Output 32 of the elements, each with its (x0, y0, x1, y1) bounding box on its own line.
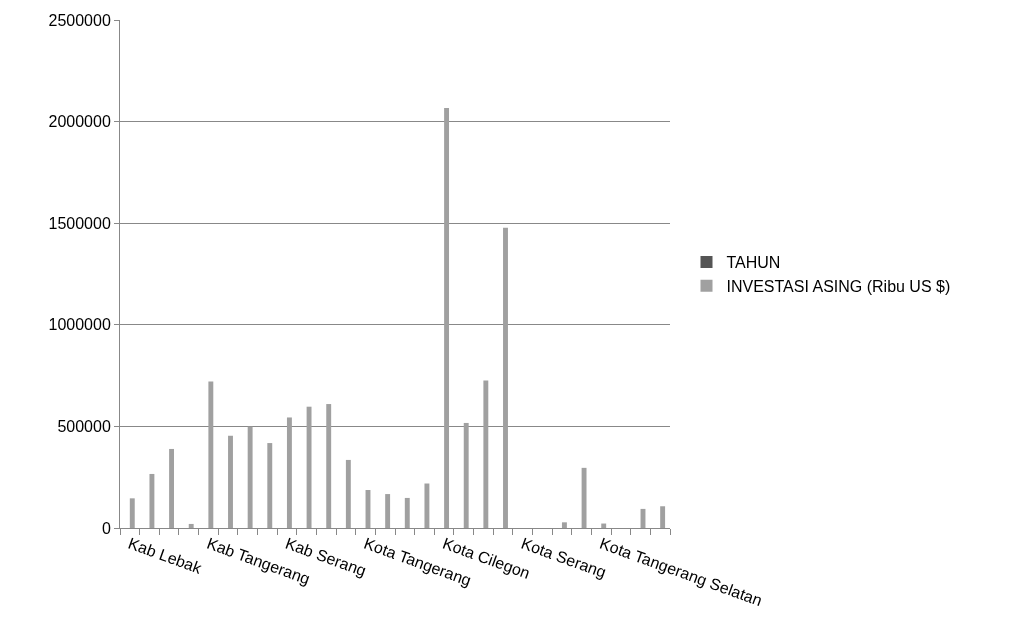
y-tick-label: 2500000 (48, 11, 111, 29)
legend-label: INVESTASI ASING (Ribu US $) (726, 277, 951, 295)
bar (385, 494, 391, 528)
bar (169, 448, 175, 528)
y-tick-label: 1500000 (48, 214, 111, 232)
legend-label: TAHUN (726, 254, 781, 272)
bar (503, 227, 508, 528)
bar (404, 497, 410, 528)
bar (601, 523, 607, 528)
bar (660, 506, 666, 528)
y-tick-label: 0 (101, 519, 111, 537)
bar (326, 404, 332, 528)
y-tick-label: 2000000 (48, 113, 111, 131)
bar (345, 459, 351, 528)
bar (306, 406, 312, 528)
y-tick-label: 500000 (57, 418, 111, 435)
x-tick-label: Kab Lebak (126, 534, 205, 578)
bar (483, 380, 489, 528)
bar (424, 483, 430, 528)
bar (188, 523, 194, 528)
bar (247, 426, 253, 528)
bar (149, 473, 155, 528)
y-tick-label: 1000000 (48, 316, 111, 334)
bar (561, 522, 567, 528)
bar (208, 381, 214, 528)
bar (581, 467, 587, 528)
bar (129, 498, 135, 528)
bar (267, 443, 273, 528)
bar (286, 417, 292, 528)
bar (228, 435, 233, 528)
bar (463, 422, 469, 528)
bar (444, 107, 450, 528)
